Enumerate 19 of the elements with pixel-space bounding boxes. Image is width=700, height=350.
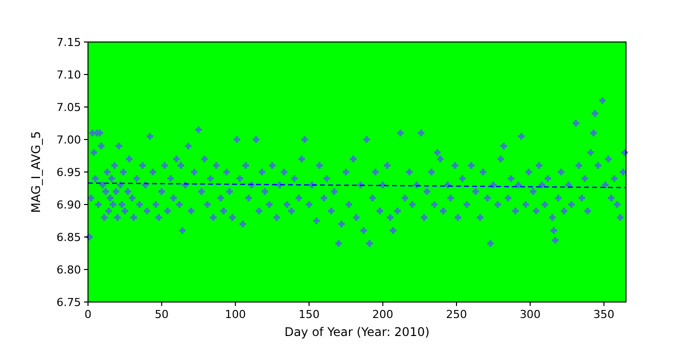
x-tick-label: 250 <box>446 308 467 321</box>
y-tick-label: 6.90 <box>56 198 81 212</box>
y-tick-label: 7.15 <box>56 36 81 49</box>
x-tick-label: 300 <box>520 308 541 321</box>
y-tick-label: 7.05 <box>56 100 81 114</box>
x-tick-label: 350 <box>593 308 614 321</box>
y-tick-label: 6.75 <box>56 296 81 309</box>
x-tick-label: 150 <box>298 308 320 321</box>
y-tick-label: 7.00 <box>56 133 81 146</box>
x-tick-label: 0 <box>84 308 92 321</box>
y-tick-label: 6.80 <box>56 263 81 276</box>
x-tick-label: 50 <box>154 308 169 321</box>
y-tick-label: 6.85 <box>56 230 81 244</box>
x-tick-label: 200 <box>372 308 394 321</box>
x-tick-label: 100 <box>224 308 246 321</box>
y-axis-title: MAG_I_AVG_5 <box>29 131 43 213</box>
x-axis-title: Day of Year (Year: 2010) <box>284 325 430 339</box>
y-tick-label: 7.10 <box>56 68 81 82</box>
y-tick-label: 6.95 <box>56 166 81 179</box>
